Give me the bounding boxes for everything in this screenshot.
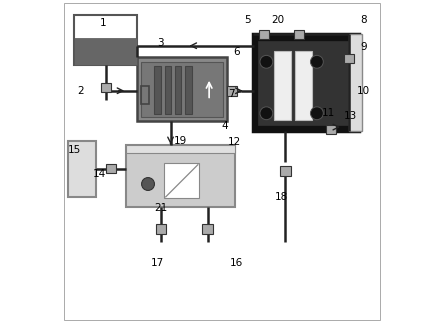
Circle shape — [260, 107, 273, 120]
Text: 3: 3 — [158, 37, 164, 47]
Text: 8: 8 — [360, 15, 367, 25]
Bar — [156, 224, 166, 234]
Bar — [344, 54, 354, 63]
Text: 1: 1 — [100, 18, 106, 28]
Text: 10: 10 — [357, 86, 370, 96]
Bar — [280, 166, 290, 176]
Text: 4: 4 — [222, 121, 229, 131]
Bar — [294, 30, 304, 39]
Text: 5: 5 — [244, 15, 251, 25]
Text: 20: 20 — [272, 15, 285, 25]
Text: 11: 11 — [321, 108, 335, 118]
Bar — [226, 86, 237, 96]
Bar — [253, 35, 359, 131]
Text: 19: 19 — [174, 136, 187, 146]
Circle shape — [310, 55, 323, 68]
Text: 18: 18 — [275, 192, 288, 202]
Bar — [137, 57, 227, 121]
Bar — [68, 141, 95, 197]
Text: 6: 6 — [233, 47, 240, 57]
Bar — [349, 35, 362, 131]
Bar — [141, 62, 223, 117]
Text: 15: 15 — [68, 145, 81, 155]
Bar — [165, 66, 171, 114]
Bar — [274, 50, 291, 120]
Text: 14: 14 — [93, 169, 107, 179]
Bar — [155, 66, 161, 114]
Bar — [74, 38, 137, 65]
Bar — [141, 86, 149, 104]
Text: 2: 2 — [77, 86, 84, 96]
Text: 13: 13 — [344, 111, 357, 121]
Text: 12: 12 — [228, 137, 242, 147]
Text: 16: 16 — [230, 258, 243, 268]
Text: 9: 9 — [360, 42, 367, 52]
Text: 7: 7 — [228, 89, 234, 99]
Bar — [326, 124, 337, 134]
Bar — [126, 145, 235, 153]
Bar — [295, 50, 312, 120]
Bar — [258, 41, 353, 125]
Bar — [126, 145, 235, 206]
Bar — [259, 30, 269, 39]
Bar — [164, 163, 199, 199]
Circle shape — [310, 107, 323, 120]
Bar — [185, 66, 192, 114]
Text: 21: 21 — [154, 203, 167, 213]
Circle shape — [142, 178, 155, 191]
Bar — [202, 224, 213, 234]
Bar — [106, 164, 116, 173]
Circle shape — [260, 55, 273, 68]
Bar — [175, 66, 182, 114]
Bar — [74, 15, 137, 65]
Bar — [101, 83, 111, 92]
Text: 17: 17 — [151, 258, 164, 268]
